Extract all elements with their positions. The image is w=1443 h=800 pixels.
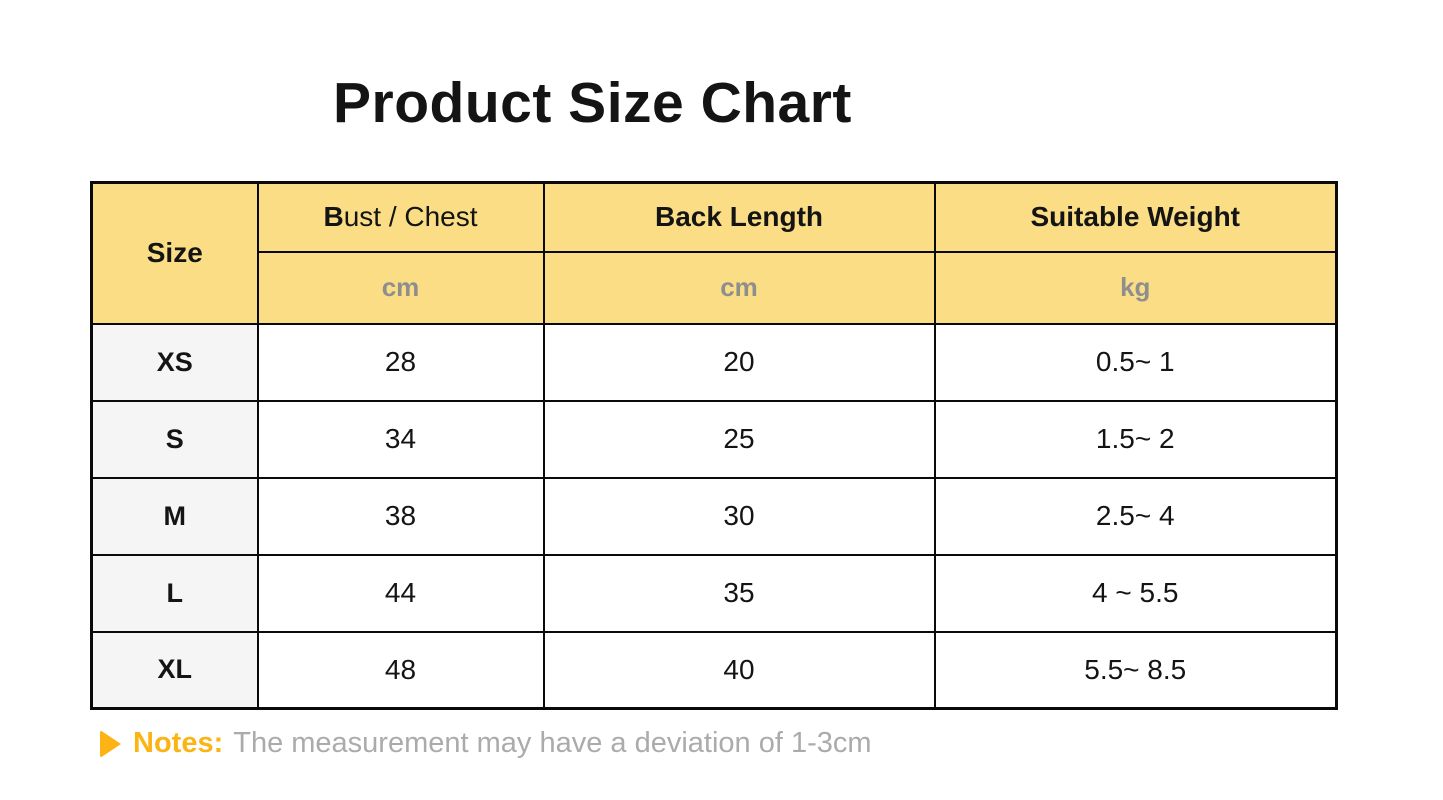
bust-chest-rest: ust / Chest <box>343 201 478 233</box>
notes-label: Notes: <box>133 727 224 759</box>
cell-suitable-weight: 1.5~ 2 <box>933 399 1338 479</box>
table-row-s: S 34 25 1.5~ 2 <box>90 399 1338 479</box>
cell-bust-chest: 34 <box>256 399 545 479</box>
unit-suitable-weight: kg <box>933 250 1338 325</box>
cell-back-length: 20 <box>542 322 936 402</box>
cell-suitable-weight: 4 ~ 5.5 <box>933 553 1338 633</box>
cell-size: M <box>90 476 259 556</box>
header-row-units: cm cm kg <box>92 250 1338 325</box>
column-header-suitable-weight: Suitable Weight <box>933 181 1338 253</box>
cell-bust-chest: 44 <box>256 553 545 633</box>
cell-suitable-weight: 2.5~ 4 <box>933 476 1338 556</box>
column-header-size: Size <box>90 181 259 325</box>
cell-back-length: 30 <box>542 476 936 556</box>
column-header-bust-chest: Bust / Chest <box>256 181 545 253</box>
table-row-xs: XS 28 20 0.5~ 1 <box>90 322 1338 402</box>
cell-back-length: 25 <box>542 399 936 479</box>
cell-suitable-weight: 0.5~ 1 <box>933 322 1338 402</box>
unit-bust-chest: cm <box>256 250 545 325</box>
cell-size: L <box>90 553 259 633</box>
cell-size: XL <box>90 630 259 710</box>
cell-size: XS <box>90 322 259 402</box>
cell-suitable-weight: 5.5~ 8.5 <box>933 630 1338 710</box>
notes-triangle-icon <box>100 729 121 758</box>
cell-bust-chest: 38 <box>256 476 545 556</box>
cell-back-length: 40 <box>542 630 936 710</box>
table-row-m: M 38 30 2.5~ 4 <box>90 476 1338 556</box>
table-row-xl: XL 48 40 5.5~ 8.5 <box>90 630 1338 710</box>
cell-back-length: 35 <box>542 553 936 633</box>
page-title: Product Size Chart <box>333 71 852 135</box>
cell-bust-chest: 28 <box>256 322 545 402</box>
unit-back-length: cm <box>542 250 936 325</box>
bust-chest-bold-initial: B <box>323 201 344 233</box>
size-chart-table: Size Bust / Chest Back Length Suitable W… <box>90 181 1338 710</box>
notes-line: Notes: The measurement may have a deviat… <box>100 727 872 760</box>
column-header-back-length: Back Length <box>542 181 936 253</box>
cell-size: S <box>90 399 259 479</box>
notes-text: The measurement may have a deviation of … <box>233 727 872 759</box>
cell-bust-chest: 48 <box>256 630 545 710</box>
table-row-l: L 44 35 4 ~ 5.5 <box>90 553 1338 633</box>
header-row-labels: Size Bust / Chest Back Length Suitable W… <box>90 181 1338 325</box>
